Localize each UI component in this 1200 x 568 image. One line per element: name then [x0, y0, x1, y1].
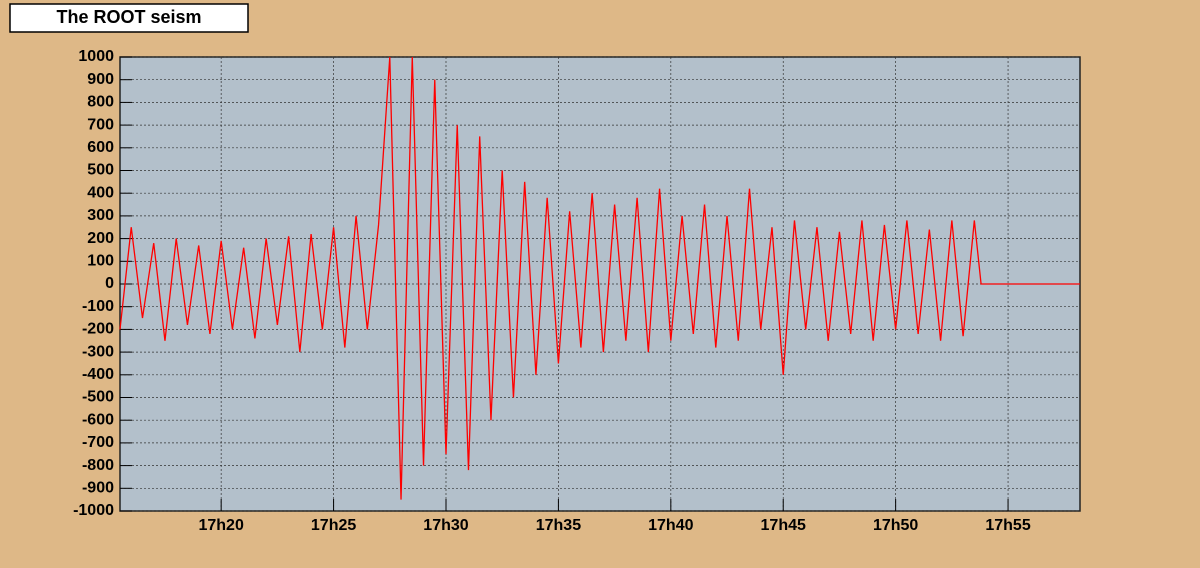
x-tick-label: 17h55 — [985, 517, 1030, 534]
y-tick-label: -1000 — [73, 502, 114, 519]
y-tick-label: -200 — [82, 321, 114, 338]
title-box — [9, 3, 249, 33]
y-tick-label: 400 — [87, 184, 114, 201]
y-tick-label: 0 — [105, 275, 114, 292]
series-line — [119, 56, 1080, 500]
y-tick-label: -400 — [82, 366, 114, 383]
x-tick-label: 17h25 — [311, 517, 356, 534]
x-tick-label: 17h50 — [873, 517, 918, 534]
y-tick-label: 200 — [87, 230, 114, 247]
plot-layer: -1000-900-800-700-600-500-400-300-200-10… — [73, 48, 1080, 534]
y-tick-label: 900 — [87, 71, 114, 88]
x-tick-label: 17h40 — [648, 517, 693, 534]
y-tick-label: -600 — [82, 411, 114, 428]
y-tick-label: -700 — [82, 434, 114, 451]
y-tick-label: -800 — [82, 457, 114, 474]
y-tick-label: 300 — [87, 207, 114, 224]
y-tick-label: 800 — [87, 94, 114, 111]
y-tick-label: 500 — [87, 162, 114, 179]
y-tick-label: 600 — [87, 139, 114, 156]
y-tick-label: -500 — [82, 389, 114, 406]
y-tick-label: 700 — [87, 116, 114, 133]
y-tick-label: -100 — [82, 298, 114, 315]
x-tick-label: 17h35 — [536, 517, 581, 534]
x-tick-label: 17h20 — [198, 517, 243, 534]
y-tick-label: -900 — [82, 480, 114, 497]
x-tick-label: 17h30 — [423, 517, 468, 534]
y-tick-label: -300 — [82, 343, 114, 360]
chart-title: The ROOT seism — [56, 7, 201, 27]
x-tick-label: 17h45 — [761, 517, 806, 534]
y-tick-label: 1000 — [78, 48, 114, 65]
y-tick-label: 100 — [87, 253, 114, 270]
